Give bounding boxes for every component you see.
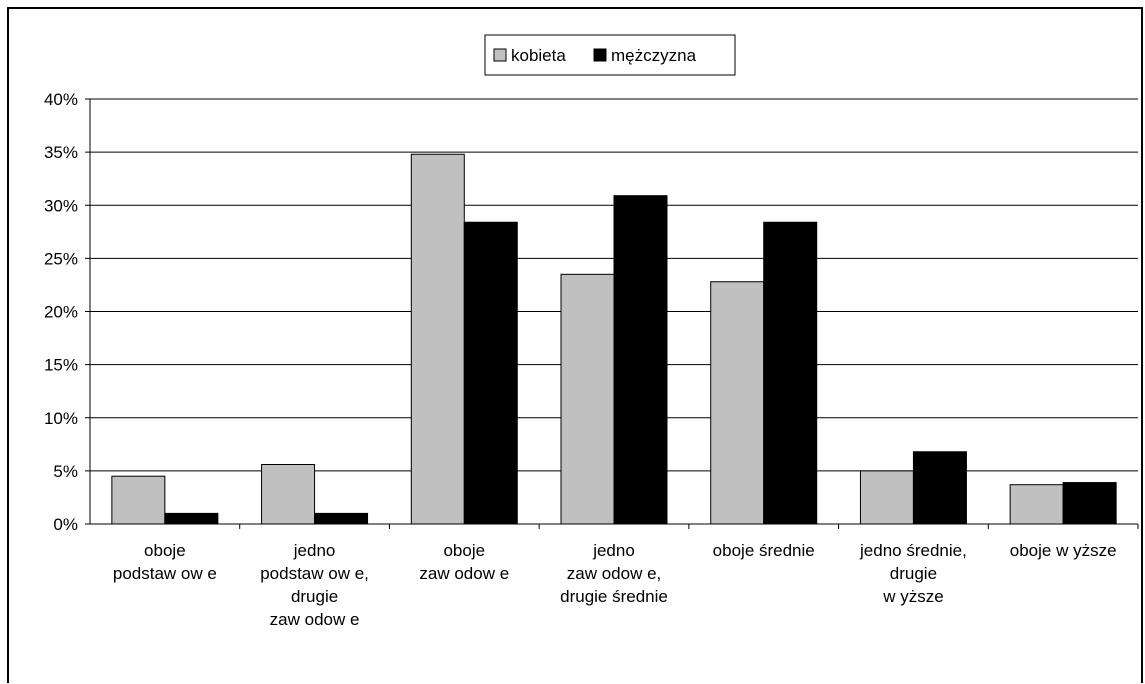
bar-kobieta (261, 464, 316, 525)
bar-mezczyzna (613, 195, 668, 525)
legend-swatch (593, 48, 607, 62)
bar-kobieta (710, 281, 765, 525)
x-category-label: jedno (592, 541, 635, 560)
legend-box (484, 34, 736, 76)
x-category-label: oboje w yższe (1010, 541, 1117, 560)
y-tick-label: 30% (44, 196, 78, 215)
x-category-label: drugie średnie (560, 587, 668, 606)
bar-mezczyzna (463, 221, 518, 525)
bar-kobieta (111, 475, 166, 525)
legend: kobieta mężczyzna (484, 34, 736, 76)
bar-kobieta (560, 273, 615, 525)
y-tick-label: 25% (44, 249, 78, 268)
x-category-label: zaw odow e (270, 610, 360, 629)
bars (111, 153, 1117, 525)
x-category-label: zaw odow e, (567, 564, 662, 583)
chart-frame (7, 7, 1143, 683)
y-tick-label: 0% (53, 515, 78, 534)
x-category-label: oboje średnie (713, 541, 815, 560)
bar-mezczyzna (912, 451, 967, 525)
y-tick-label: 20% (44, 303, 78, 322)
x-category-label: drugie (890, 564, 937, 583)
y-axis-ticks: 0% 5% 10% 15% 20% 25% 30% 35% 40% (44, 90, 78, 534)
x-category-label: jedno (293, 541, 336, 560)
bar-mezczyzna (763, 221, 818, 525)
y-tick-label: 15% (44, 356, 78, 375)
x-category-label: jedno średnie, (859, 541, 967, 560)
bar-mezczyzna (164, 512, 219, 525)
bar-kobieta (410, 153, 465, 525)
y-tick-label: 10% (44, 409, 78, 428)
y-tick-label: 5% (53, 462, 78, 481)
bar-kobieta (1009, 484, 1064, 525)
legend-label: mężczyzna (611, 46, 697, 65)
bar-mezczyzna (314, 512, 369, 525)
x-category-label: oboje (144, 541, 186, 560)
x-category-label: oboje (443, 541, 485, 560)
bar-mezczyzna (1062, 482, 1117, 525)
bar-kobieta (859, 470, 914, 525)
legend-swatch (493, 48, 507, 62)
x-axis-labels: oboje podstaw ow e jedno podstaw ow e, drugi… (113, 541, 1117, 629)
x-category-label: podstaw ow e (113, 564, 217, 583)
x-category-label: drugie (291, 587, 338, 606)
x-category-label: w yższe (882, 587, 943, 606)
x-category-label: zaw odow e (419, 564, 509, 583)
x-category-label: podstaw ow e, (260, 564, 369, 583)
axes (85, 98, 1139, 529)
y-tick-label: 35% (44, 143, 78, 162)
legend-label: kobieta (511, 46, 566, 65)
y-tick-label: 40% (44, 90, 78, 109)
